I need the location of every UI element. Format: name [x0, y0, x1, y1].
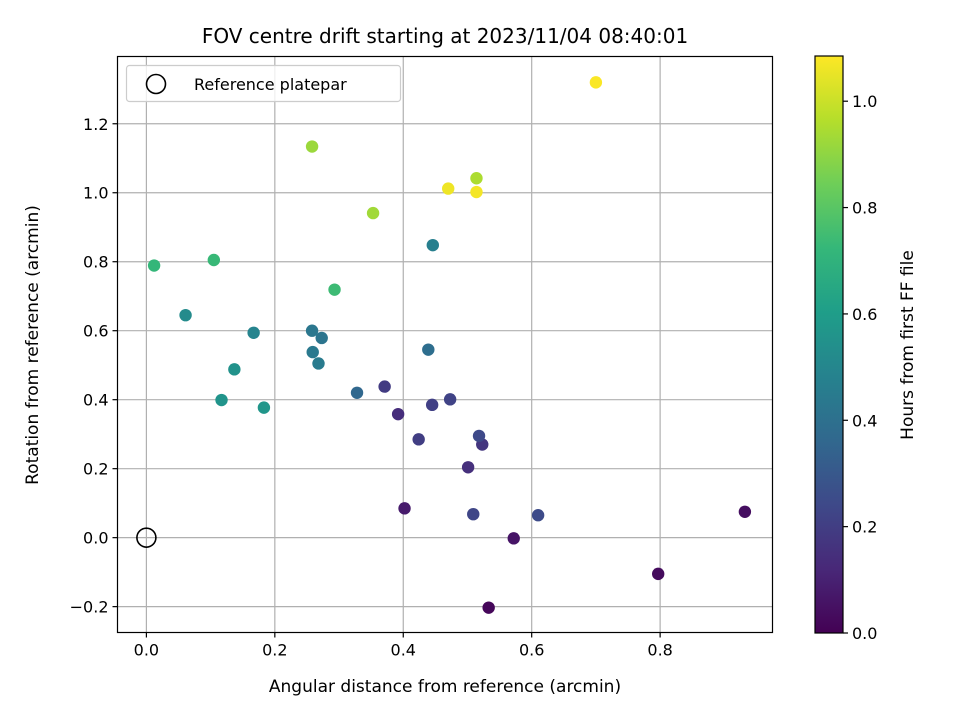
data-point [443, 393, 457, 406]
x-axis: 0.0 0.2 0.4 0.6 0.8 [134, 632, 673, 660]
data-point [315, 331, 328, 345]
data-point [179, 308, 192, 322]
data-point [507, 532, 520, 545]
data-points [147, 76, 752, 614]
data-point [470, 172, 483, 185]
y-tick-label: 0.6 [83, 322, 108, 341]
x-tick-label: 0.6 [519, 641, 544, 660]
data-point [247, 326, 260, 339]
data-point [257, 401, 271, 414]
colorbar-tick-label: 0.0 [852, 624, 877, 643]
colorbar-tick-label: 0.4 [852, 411, 877, 430]
data-point [207, 253, 221, 267]
data-point [398, 502, 411, 515]
data-point [147, 259, 161, 272]
data-point [531, 509, 545, 522]
y-tick-label: −0.2 [70, 598, 109, 617]
x-axis-label: Angular distance from reference (arcmin) [269, 677, 621, 697]
legend-label: Reference platepar [194, 75, 347, 94]
x-tick-label: 0.4 [391, 641, 416, 660]
colorbar-label: Hours from first FF file [898, 250, 918, 440]
data-point [442, 182, 455, 195]
data-point [426, 238, 439, 252]
x-tick-label: 0.8 [647, 641, 672, 660]
data-point [425, 398, 439, 412]
data-point [470, 185, 483, 199]
data-point [328, 283, 341, 296]
data-point [472, 429, 486, 443]
data-point [482, 601, 495, 614]
data-point [350, 386, 364, 399]
y-tick-label: 0.4 [83, 391, 108, 410]
data-point [589, 76, 603, 89]
data-point [467, 507, 480, 521]
data-point [461, 461, 475, 474]
y-tick-label: 1.2 [83, 115, 108, 134]
data-point [738, 505, 752, 518]
legend-marker-icon [145, 73, 167, 95]
y-tick-label: 0.8 [83, 253, 108, 272]
x-tick-label: 0.2 [262, 641, 287, 660]
data-point [305, 324, 319, 337]
grid [117, 56, 773, 633]
data-point [366, 206, 380, 220]
data-point [651, 567, 665, 581]
plot-area-frame [116, 55, 774, 634]
y-axis: −0.2 0.0 0.2 0.4 0.6 0.8 1.0 1.2 [70, 115, 118, 617]
legend: Reference platepar [125, 64, 402, 103]
data-point [378, 380, 391, 393]
colorbar-tick-label: 0.2 [852, 518, 877, 537]
data-point [215, 393, 228, 407]
colorbar-tick-label: 0.6 [852, 305, 877, 324]
colorbar-axis: 0.0 0.2 0.4 0.6 0.8 1.0 [843, 92, 877, 643]
data-point [305, 140, 319, 153]
colorbar-tick-label: 1.0 [852, 92, 877, 111]
y-tick-label: 0.2 [83, 460, 108, 479]
data-point [228, 363, 241, 376]
y-tick-label: 1.0 [83, 184, 108, 203]
y-tick-label: 0.0 [83, 529, 108, 548]
data-point [422, 343, 435, 356]
colorbar-tick-label: 0.8 [852, 199, 877, 218]
reference-platepar-marker [136, 527, 157, 548]
colorbar [814, 55, 844, 634]
chart-title: FOV centre drift starting at 2023/11/04 … [202, 24, 688, 48]
legend-frame [125, 64, 402, 103]
data-point [412, 433, 425, 446]
data-point [306, 345, 319, 359]
x-tick-label: 0.0 [134, 641, 159, 660]
data-point [391, 407, 405, 421]
y-axis-label: Rotation from reference (arcmin) [23, 205, 43, 485]
data-point [312, 357, 325, 370]
